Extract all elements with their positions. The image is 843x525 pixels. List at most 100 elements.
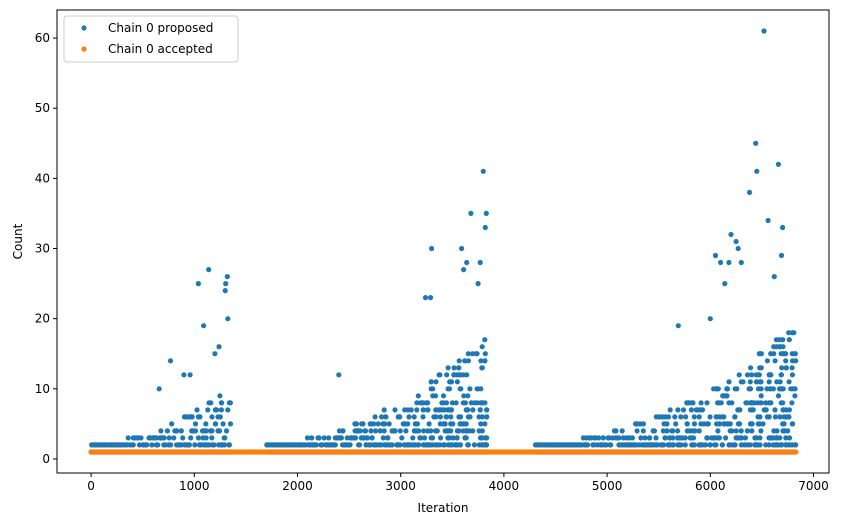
data-point (392, 407, 398, 413)
data-point (785, 428, 791, 434)
data-point (450, 421, 456, 427)
data-point (789, 372, 796, 378)
x-tick-label: 1000 (179, 479, 210, 493)
data-point (793, 358, 799, 364)
data-point (321, 435, 327, 441)
data-point (203, 428, 209, 434)
data-point (332, 442, 338, 448)
data-point (740, 379, 746, 385)
data-point (385, 435, 391, 441)
data-point (471, 442, 477, 448)
data-point (704, 400, 710, 406)
data-point (735, 245, 741, 252)
data-point (477, 259, 483, 266)
data-point (463, 421, 469, 427)
data-point (783, 358, 789, 364)
x-tick-label: 6000 (695, 479, 726, 493)
data-point (724, 393, 730, 399)
data-point (786, 330, 792, 336)
data-point (482, 358, 488, 364)
data-point (783, 365, 789, 371)
data-point (756, 372, 762, 378)
data-point (389, 442, 395, 448)
data-point (443, 414, 449, 420)
data-point (226, 442, 232, 448)
data-point (381, 407, 387, 413)
data-point (475, 281, 481, 287)
data-point (192, 421, 199, 427)
data-point (456, 365, 462, 371)
data-point (340, 428, 346, 434)
data-point (780, 224, 786, 231)
data-point (758, 393, 764, 399)
data-point (463, 435, 469, 441)
data-point (465, 393, 471, 399)
y-tick-label: 60 (35, 31, 50, 45)
x-axis-label: Iteration (418, 501, 469, 515)
data-point (217, 428, 223, 434)
data-point (729, 400, 735, 406)
data-point (675, 323, 681, 329)
data-point (754, 168, 760, 174)
data-point (368, 428, 374, 434)
data-point (224, 274, 230, 280)
data-point (667, 407, 673, 413)
data-point (585, 442, 591, 448)
data-point (792, 393, 798, 399)
data-point (744, 372, 751, 378)
data-point (736, 407, 742, 413)
data-point (712, 252, 719, 259)
y-axis-label: Count (11, 223, 25, 259)
data-point (461, 267, 467, 273)
data-point (434, 428, 440, 434)
data-point (726, 259, 732, 266)
data-point (484, 414, 490, 420)
data-point (414, 407, 420, 413)
x-tick-label: 3000 (385, 479, 416, 493)
data-point (750, 407, 756, 413)
data-point (353, 421, 359, 427)
data-point (479, 365, 485, 371)
data-point (692, 428, 698, 434)
x-tick-label: 7000 (798, 479, 829, 493)
data-point (792, 442, 798, 448)
proposed-points (88, 28, 799, 455)
data-point (222, 288, 228, 294)
data-point (383, 414, 389, 420)
data-point (696, 428, 702, 434)
data-point (464, 259, 470, 266)
data-point (430, 386, 436, 392)
data-point (479, 414, 485, 420)
data-point (403, 428, 409, 434)
data-point (433, 393, 439, 399)
data-point (168, 442, 174, 448)
data-point (411, 414, 417, 420)
data-point (699, 407, 706, 413)
data-point (758, 365, 764, 371)
data-point (747, 379, 753, 385)
data-point (690, 435, 697, 441)
data-point (125, 435, 131, 441)
data-point (786, 407, 793, 413)
data-point (789, 400, 795, 406)
data-point (209, 428, 215, 434)
data-point (640, 428, 646, 434)
data-point (420, 407, 426, 413)
data-point (778, 372, 785, 378)
data-point (426, 421, 432, 427)
data-point (227, 400, 233, 406)
data-point (156, 386, 162, 392)
data-point (696, 414, 702, 420)
data-point (363, 428, 369, 434)
data-point (665, 414, 672, 420)
data-point (459, 245, 465, 252)
data-point (746, 189, 753, 195)
data-point (727, 421, 733, 427)
data-point (678, 442, 684, 448)
data-point (360, 421, 366, 427)
data-point (478, 386, 484, 392)
data-point (477, 407, 483, 413)
data-point (214, 407, 220, 413)
data-point (688, 407, 695, 413)
data-point (789, 421, 795, 427)
